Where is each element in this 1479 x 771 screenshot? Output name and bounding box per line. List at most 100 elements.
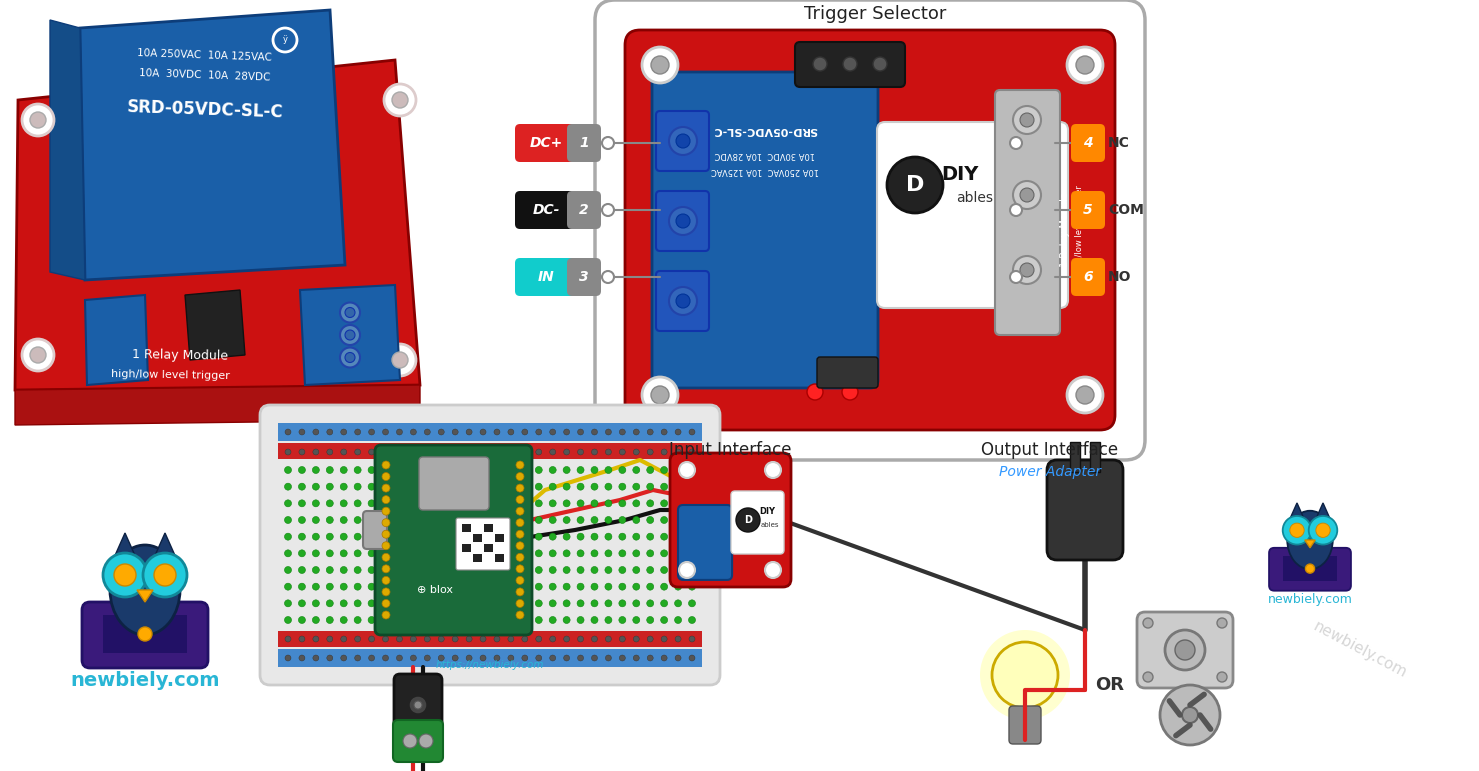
Circle shape — [633, 483, 640, 490]
Circle shape — [592, 534, 598, 540]
Text: ÿ: ÿ — [282, 35, 287, 45]
FancyBboxPatch shape — [566, 258, 600, 296]
Circle shape — [646, 600, 654, 607]
Circle shape — [312, 617, 319, 624]
Circle shape — [535, 517, 543, 524]
Circle shape — [689, 617, 695, 624]
Bar — [1069, 442, 1080, 472]
Circle shape — [676, 134, 691, 148]
Polygon shape — [138, 590, 152, 602]
Circle shape — [466, 636, 472, 642]
Circle shape — [516, 554, 524, 561]
Circle shape — [410, 466, 417, 473]
Circle shape — [466, 583, 473, 590]
FancyBboxPatch shape — [456, 518, 510, 570]
Circle shape — [299, 517, 306, 524]
Bar — [278, 631, 703, 647]
Circle shape — [674, 449, 680, 455]
Circle shape — [353, 483, 361, 490]
Circle shape — [345, 352, 355, 362]
Circle shape — [1160, 685, 1220, 745]
Circle shape — [340, 302, 359, 322]
Circle shape — [577, 483, 584, 490]
Circle shape — [481, 636, 487, 642]
Circle shape — [605, 636, 611, 642]
Text: 10A 30VDC  10A 28VDC: 10A 30VDC 10A 28VDC — [714, 150, 815, 160]
Ellipse shape — [109, 545, 180, 635]
Circle shape — [368, 617, 376, 624]
Circle shape — [592, 636, 598, 642]
Circle shape — [646, 534, 654, 540]
Circle shape — [618, 583, 626, 590]
Circle shape — [661, 449, 667, 455]
Circle shape — [563, 583, 569, 590]
Circle shape — [494, 429, 500, 435]
Circle shape — [479, 517, 487, 524]
Circle shape — [646, 517, 654, 524]
Circle shape — [661, 567, 667, 574]
Text: ables: ables — [957, 191, 994, 205]
Circle shape — [577, 500, 584, 507]
Circle shape — [438, 617, 445, 624]
Circle shape — [605, 617, 612, 624]
Circle shape — [382, 600, 390, 608]
Circle shape — [466, 534, 473, 540]
Circle shape — [327, 600, 333, 607]
Circle shape — [424, 466, 430, 473]
Text: DIY: DIY — [941, 166, 979, 184]
Circle shape — [522, 655, 528, 661]
Circle shape — [1217, 672, 1228, 682]
Circle shape — [312, 517, 319, 524]
Text: 3: 3 — [580, 270, 589, 284]
Circle shape — [535, 500, 543, 507]
Circle shape — [451, 600, 458, 607]
Circle shape — [1021, 263, 1034, 277]
Circle shape — [353, 567, 361, 574]
Circle shape — [382, 565, 390, 573]
Text: 10A 250VAC  10A 125VAC: 10A 250VAC 10A 125VAC — [711, 166, 819, 174]
Circle shape — [633, 600, 640, 607]
Text: 10A 250VAC  10A 125VAC: 10A 250VAC 10A 125VAC — [138, 48, 272, 62]
Text: 2: 2 — [580, 203, 589, 217]
Circle shape — [592, 600, 598, 607]
Circle shape — [577, 517, 584, 524]
FancyBboxPatch shape — [393, 674, 442, 731]
Text: Trigger Selector: Trigger Selector — [803, 5, 947, 23]
Circle shape — [327, 655, 333, 661]
Circle shape — [327, 429, 333, 435]
Circle shape — [382, 473, 390, 480]
Circle shape — [438, 655, 444, 661]
Circle shape — [438, 466, 445, 473]
Circle shape — [284, 600, 291, 607]
Bar — [484, 544, 493, 552]
Circle shape — [284, 617, 291, 624]
Text: 5: 5 — [1083, 203, 1093, 217]
Circle shape — [605, 583, 612, 590]
Circle shape — [410, 500, 417, 507]
Circle shape — [689, 483, 695, 490]
Circle shape — [1010, 204, 1022, 216]
Circle shape — [618, 534, 626, 540]
Circle shape — [451, 583, 458, 590]
Circle shape — [642, 47, 677, 83]
Circle shape — [669, 287, 697, 315]
FancyBboxPatch shape — [376, 445, 532, 635]
Bar — [1012, 721, 1040, 726]
Circle shape — [340, 567, 348, 574]
Circle shape — [563, 483, 569, 490]
Circle shape — [466, 429, 472, 435]
Circle shape — [689, 466, 695, 473]
Circle shape — [592, 517, 598, 524]
Circle shape — [602, 137, 614, 149]
Circle shape — [382, 583, 389, 590]
Circle shape — [618, 466, 626, 473]
Circle shape — [312, 567, 319, 574]
Circle shape — [327, 449, 333, 455]
Circle shape — [424, 429, 430, 435]
Circle shape — [516, 473, 524, 480]
FancyBboxPatch shape — [1071, 124, 1105, 162]
Circle shape — [438, 449, 444, 455]
Circle shape — [382, 517, 389, 524]
Circle shape — [578, 449, 584, 455]
Circle shape — [340, 583, 348, 590]
